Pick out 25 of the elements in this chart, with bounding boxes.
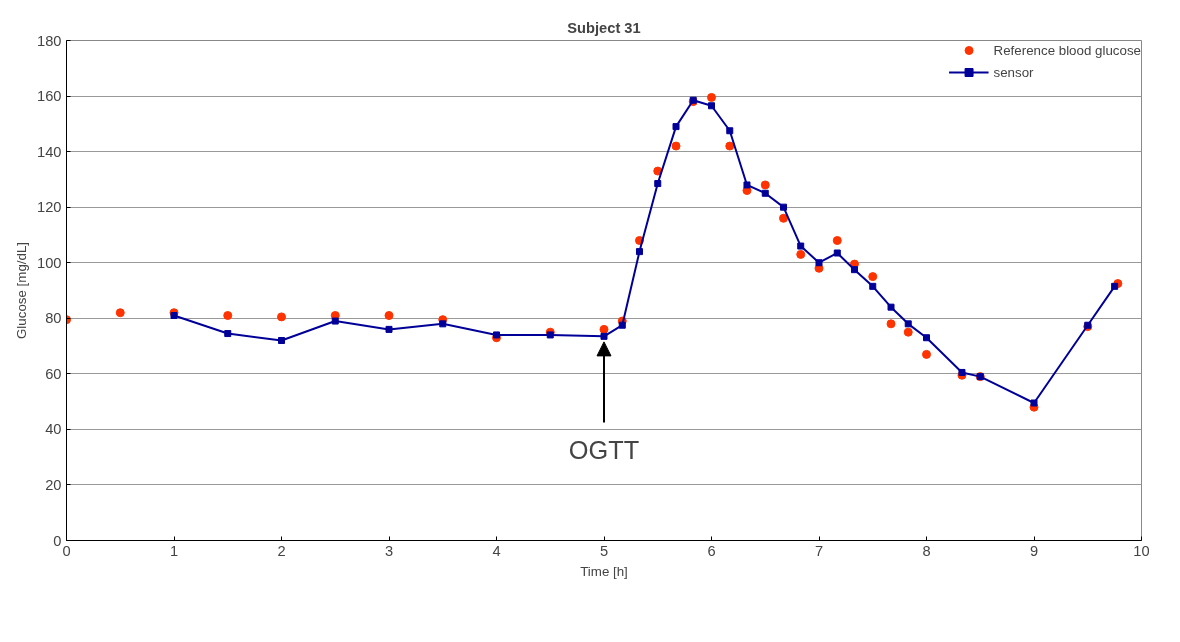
x-tick-label: 3: [384, 542, 394, 559]
legend-label: Reference blood glucose: [993, 42, 1141, 58]
x-tick-label: 1: [169, 542, 179, 559]
x-tick-label: 4: [492, 542, 501, 559]
y-tick-label: 20: [45, 476, 62, 493]
y-tick-label: 100: [37, 254, 62, 271]
y-tick-label: 80: [45, 310, 62, 327]
annotation: OGTT: [568, 436, 640, 465]
x-tick-label: 9: [1029, 542, 1039, 559]
y-axis-title: Glucose [mg/dL]: [14, 241, 30, 340]
x-tick-label: 10: [1133, 542, 1150, 559]
x-tick-label: 5: [599, 542, 609, 559]
y-tick-label: 40: [45, 421, 62, 438]
y-tick-label: 180: [37, 32, 62, 49]
x-tick-label: 8: [922, 542, 931, 559]
legend-label: sensor: [993, 64, 1034, 80]
y-tick-label: 160: [37, 88, 62, 105]
x-axis-title: Time [h]: [580, 563, 628, 579]
x-tick-label: 7: [814, 542, 824, 559]
chart-title: Subject 31: [567, 19, 641, 36]
y-tick-label: 140: [37, 143, 62, 160]
y-tick-label: 60: [45, 365, 62, 382]
x-tick-label: 2: [277, 542, 286, 559]
y-tick-label: 120: [37, 199, 62, 216]
x-tick-label: 6: [707, 542, 716, 559]
